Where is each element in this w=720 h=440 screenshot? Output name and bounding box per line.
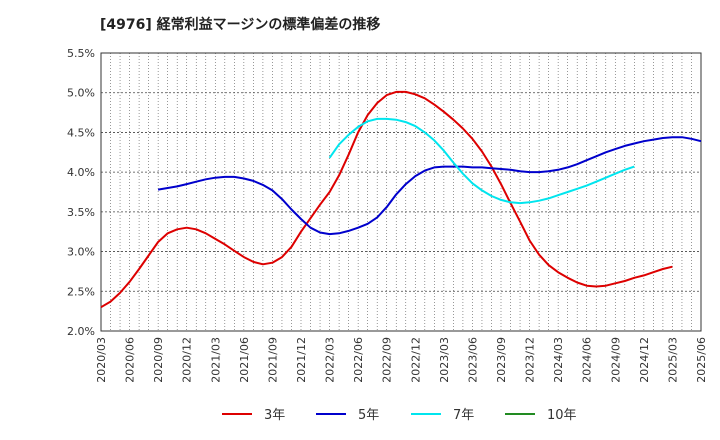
x-tick-label: 2021/06 xyxy=(238,337,251,383)
x-tick-label: 2021/03 xyxy=(209,337,222,383)
y-tick-label: 2.5% xyxy=(67,285,95,298)
y-tick-label: 5.5% xyxy=(67,47,95,60)
x-tick-label: 2021/12 xyxy=(295,337,308,383)
x-tick-label: 2020/03 xyxy=(95,337,108,383)
x-tick-label: 2023/03 xyxy=(438,337,451,383)
x-tick-label: 2020/06 xyxy=(124,337,137,383)
y-tick-label: 3.0% xyxy=(67,246,95,259)
x-tick-label: 2023/12 xyxy=(524,337,537,383)
series-line-1 xyxy=(100,90,673,309)
legend-label-1: 3年 xyxy=(264,408,285,423)
y-tick-label: 2.0% xyxy=(67,325,95,338)
x-tick-label: 2022/06 xyxy=(352,337,365,383)
x-tick-label: 2022/03 xyxy=(324,337,337,383)
x-tick-label: 2022/12 xyxy=(409,337,422,383)
plot-area xyxy=(101,53,701,331)
x-tick-label: 2025/06 xyxy=(695,337,708,383)
x-tick-label: 2025/03 xyxy=(666,337,679,383)
legend-label-4: 10年 xyxy=(547,408,577,423)
x-tick-label: 2024/12 xyxy=(638,337,651,383)
legend-label-3: 7年 xyxy=(453,408,474,423)
x-tick-label: 2021/09 xyxy=(266,337,279,383)
series-line-2 xyxy=(157,136,702,236)
x-tick-label: 2023/06 xyxy=(466,337,479,383)
x-tick-label: 2020/12 xyxy=(181,337,194,383)
legend-label-2: 5年 xyxy=(358,408,379,423)
x-tick-label: 2024/03 xyxy=(552,337,565,383)
chart-title: [4976] 経常利益マージンの標準偏差の推移 xyxy=(100,17,381,33)
series-line-3 xyxy=(328,117,635,205)
y-tick-label: 3.5% xyxy=(67,206,95,219)
y-tick-label: 4.0% xyxy=(67,166,95,179)
x-tick-label: 2020/09 xyxy=(152,337,165,383)
x-tick-label: 2024/09 xyxy=(609,337,622,383)
x-tick-label: 2023/09 xyxy=(495,337,508,383)
y-tick-label: 4.5% xyxy=(67,126,95,139)
x-tick-label: 2022/09 xyxy=(381,337,394,383)
y-tick-label: 5.0% xyxy=(67,87,95,100)
x-tick-label: 2024/06 xyxy=(581,337,594,383)
plot-border xyxy=(100,52,702,332)
